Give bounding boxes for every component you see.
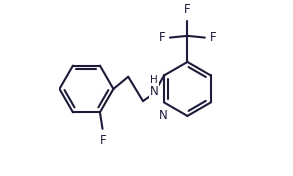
Text: H: H (150, 75, 158, 85)
Text: N: N (159, 109, 168, 122)
Text: N: N (150, 85, 159, 98)
Text: F: F (210, 31, 216, 44)
Text: F: F (159, 31, 165, 44)
Text: F: F (184, 3, 191, 16)
Text: F: F (100, 134, 106, 147)
